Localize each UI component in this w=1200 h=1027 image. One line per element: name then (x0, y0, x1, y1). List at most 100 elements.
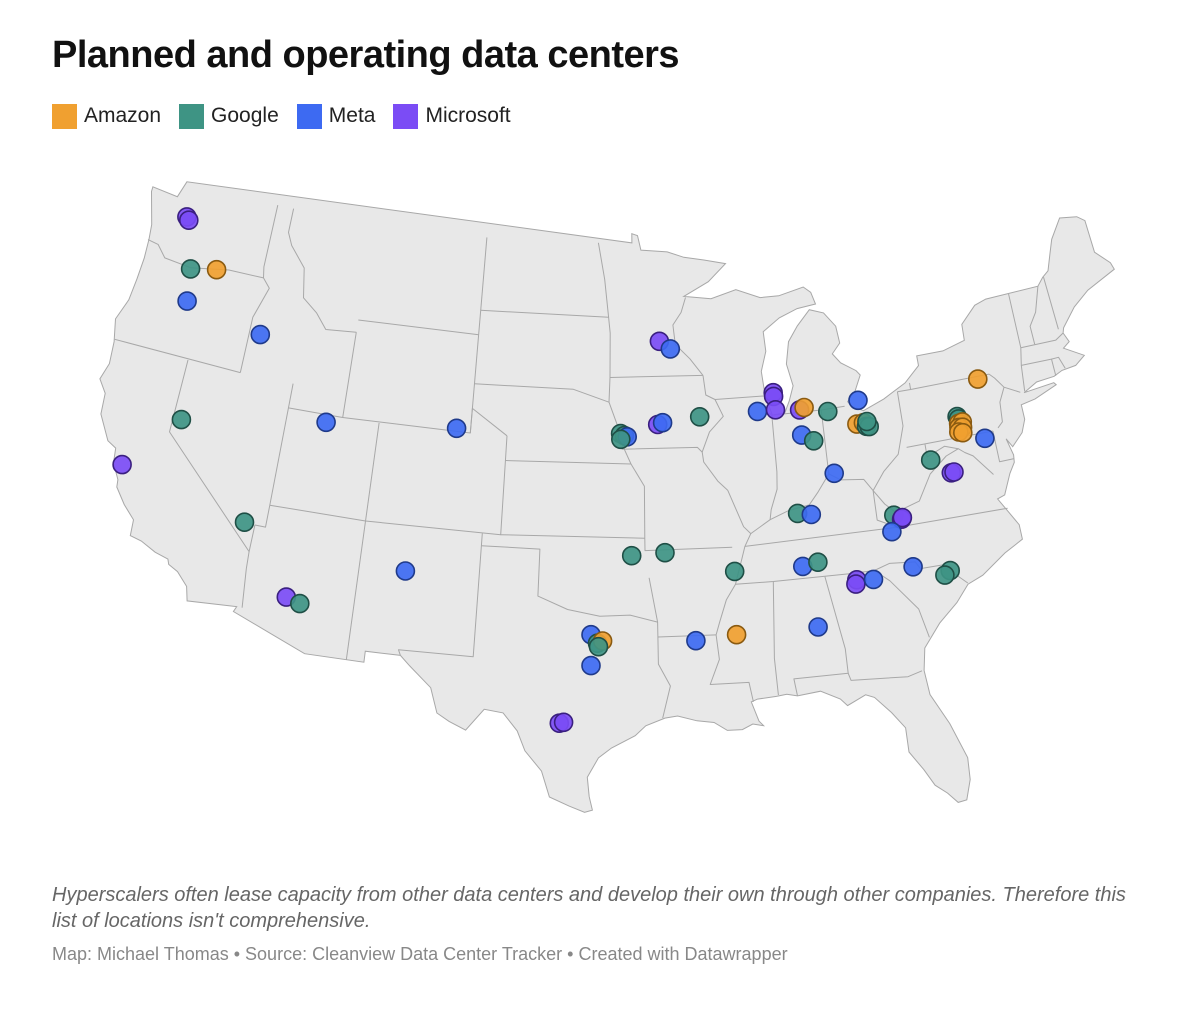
state-border (772, 581, 779, 696)
state-border (644, 538, 733, 552)
state-border (744, 526, 898, 547)
location-marker-google[interactable] (724, 561, 745, 582)
state-border (648, 577, 717, 638)
state-border (621, 446, 703, 453)
state-border (474, 383, 610, 403)
map-note: Hyperscalers often lease capacity from o… (52, 884, 1126, 932)
state-border (714, 395, 766, 400)
location-marker-microsoft[interactable] (765, 399, 786, 420)
location-marker-meta[interactable] (316, 412, 336, 433)
location-marker-meta[interactable] (581, 655, 601, 676)
location-marker-meta[interactable] (686, 630, 706, 651)
legend: Amazon Google Meta Microsoft (52, 102, 529, 130)
location-marker-meta[interactable] (863, 569, 884, 590)
location-marker-meta[interactable] (882, 521, 902, 542)
state-border (657, 636, 671, 719)
location-marker-google[interactable] (180, 259, 201, 279)
location-marker-microsoft[interactable] (892, 507, 913, 528)
state-border (500, 534, 645, 539)
location-marker-google[interactable] (588, 636, 609, 657)
state-border (997, 387, 1005, 429)
location-marker-google[interactable] (171, 409, 192, 430)
legend-item-amazon: Amazon (52, 103, 161, 129)
state-border (847, 670, 923, 681)
location-marker-meta[interactable] (652, 412, 673, 433)
state-border (896, 507, 1008, 528)
state-border (358, 319, 479, 336)
state-border (398, 533, 483, 658)
location-marker-google[interactable] (803, 430, 824, 451)
location-marker-meta[interactable] (801, 504, 822, 525)
state-border (992, 430, 1014, 463)
state-borders (114, 204, 1066, 719)
legend-item-microsoft: Microsoft (393, 103, 511, 129)
state-border (505, 460, 632, 465)
state-border (472, 408, 508, 437)
location-marker-google[interactable] (857, 411, 877, 432)
location-marker-microsoft[interactable] (553, 712, 574, 733)
state-border (910, 373, 1021, 393)
state-border (597, 242, 611, 378)
location-marker-microsoft[interactable] (846, 574, 866, 594)
location-marker-amazon[interactable] (794, 397, 814, 418)
location-marker-google[interactable] (808, 552, 828, 573)
location-marker-amazon[interactable] (726, 624, 747, 645)
location-marker-google[interactable] (689, 406, 710, 427)
location-markers (112, 207, 995, 734)
location-marker-google[interactable] (935, 565, 955, 585)
location-marker-meta[interactable] (747, 401, 768, 422)
legend-swatch-amazon (52, 103, 77, 129)
state-border (269, 383, 294, 506)
legend-label-google: Google (211, 104, 279, 127)
state-border (480, 309, 609, 318)
location-marker-meta[interactable] (250, 324, 271, 345)
location-marker-amazon[interactable] (206, 259, 227, 280)
location-marker-google[interactable] (610, 429, 631, 450)
state-border (1043, 276, 1059, 330)
location-marker-meta[interactable] (660, 339, 681, 359)
state-border (769, 473, 830, 521)
location-marker-meta[interactable] (808, 617, 828, 637)
state-border (924, 444, 959, 458)
legend-swatch-microsoft (393, 103, 419, 129)
location-marker-amazon[interactable] (967, 369, 988, 389)
state-border (872, 448, 994, 528)
state-border (481, 545, 658, 623)
state-border (239, 277, 270, 373)
location-marker-meta[interactable] (395, 561, 416, 581)
state-border (269, 504, 366, 522)
location-marker-google[interactable] (621, 545, 642, 566)
legend-label-meta: Meta (328, 104, 376, 127)
state-border (114, 338, 241, 374)
state-border (1029, 286, 1039, 345)
location-marker-google[interactable] (289, 593, 310, 614)
location-marker-meta[interactable] (177, 291, 197, 311)
location-marker-amazon[interactable] (952, 422, 973, 443)
location-marker-meta[interactable] (848, 390, 868, 411)
location-marker-microsoft[interactable] (944, 462, 964, 482)
state-border (469, 237, 488, 434)
location-marker-microsoft[interactable] (112, 454, 132, 475)
location-marker-meta[interactable] (824, 463, 845, 484)
state-border (872, 391, 904, 491)
state-border (672, 297, 704, 376)
us-map (99, 181, 1115, 813)
location-marker-meta[interactable] (446, 418, 467, 439)
location-marker-meta[interactable] (903, 556, 923, 577)
legend-item-meta: Meta (296, 103, 376, 129)
state-border (1051, 356, 1066, 369)
legend-item-google: Google (179, 103, 279, 129)
state-border (345, 422, 380, 660)
state-border (288, 208, 357, 333)
us-landmass (99, 181, 1115, 813)
location-marker-microsoft[interactable] (179, 210, 199, 230)
us-outline (99, 181, 1115, 813)
state-border (248, 505, 271, 552)
location-marker-google[interactable] (817, 401, 838, 422)
location-marker-google[interactable] (234, 512, 255, 533)
state-border (1020, 332, 1064, 349)
location-marker-google[interactable] (920, 450, 941, 470)
location-marker-google[interactable] (655, 542, 675, 563)
state-border (1008, 293, 1026, 392)
location-marker-meta[interactable] (975, 428, 995, 449)
